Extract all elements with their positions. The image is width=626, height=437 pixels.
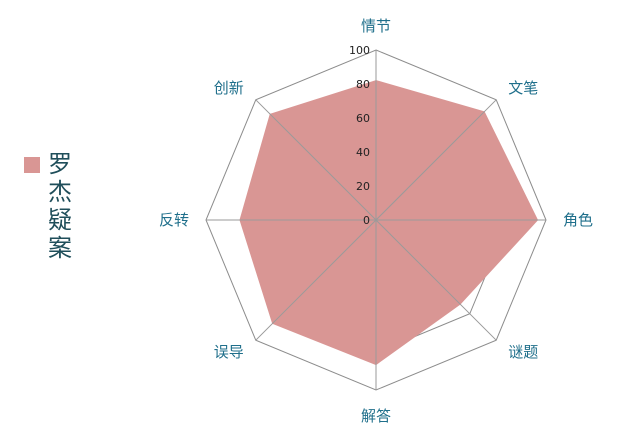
series-area-0 bbox=[239, 80, 539, 366]
axis-label-7: 创新 bbox=[214, 79, 244, 97]
axis-label-2: 角色 bbox=[563, 211, 593, 229]
axis-label-5: 误导 bbox=[214, 343, 244, 361]
axis-label-4: 解答 bbox=[361, 407, 391, 425]
series-layer bbox=[239, 80, 539, 366]
radar-spokes bbox=[206, 50, 546, 390]
legend: 罗杰疑案 bbox=[24, 150, 76, 262]
axis-label-1: 文笔 bbox=[508, 79, 538, 97]
axis-label-0: 情节 bbox=[361, 17, 391, 35]
spoke-1 bbox=[375, 99, 497, 221]
axis-label-3: 谜题 bbox=[508, 343, 538, 361]
spoke-3 bbox=[375, 219, 497, 341]
spoke-5 bbox=[255, 219, 377, 341]
legend-swatch bbox=[24, 157, 40, 173]
tick-labels: 0 20 40 60 80 100 bbox=[349, 44, 370, 227]
tick-label-1: 20 bbox=[356, 180, 370, 193]
tick-label-5: 100 bbox=[349, 44, 370, 57]
spoke-7 bbox=[255, 99, 377, 221]
tick-label-0: 0 bbox=[363, 214, 370, 227]
tick-label-3: 60 bbox=[356, 112, 370, 125]
tick-label-2: 40 bbox=[356, 146, 370, 159]
axis-label-6: 反转 bbox=[159, 211, 189, 229]
legend-label: 罗杰疑案 bbox=[48, 150, 72, 262]
tick-label-4: 80 bbox=[356, 78, 370, 91]
